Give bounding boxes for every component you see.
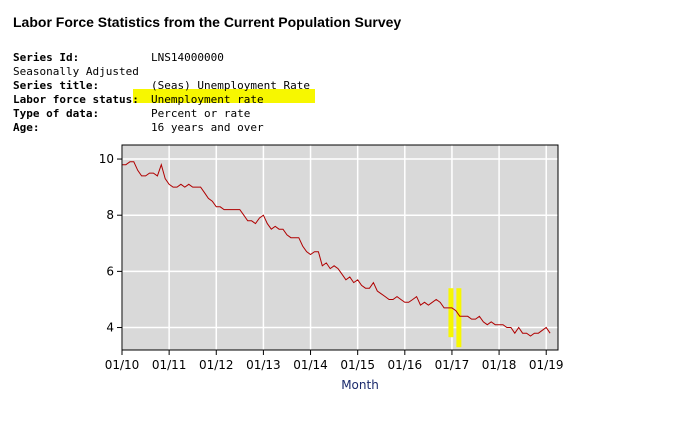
x-tick-label: 01/15 [340, 358, 375, 372]
x-tick-label: 01/13 [246, 358, 281, 372]
series-title-value: (Seas) Unemployment Rate [151, 79, 310, 92]
x-axis-label: Month [341, 378, 379, 392]
status-highlight [133, 89, 315, 103]
type-value: Percent or rate [151, 107, 251, 120]
series-title-label: Series title: [13, 79, 100, 92]
status-value: Unemployment rate [151, 93, 264, 106]
x-tick-label: 01/11 [152, 358, 187, 372]
y-tick-label: 8 [106, 208, 114, 222]
y-tick-label: 4 [106, 321, 114, 335]
y-axis: 4 6 8 10 [99, 152, 122, 335]
highlight-bar [456, 288, 462, 348]
series-line [122, 161, 551, 337]
x-tick-label: 01/19 [529, 358, 564, 372]
seasonal-label: Seasonally Adjusted [13, 65, 139, 78]
plot-area [122, 145, 558, 350]
highlight-bar [448, 288, 454, 338]
series-id-label: Series Id: [13, 51, 80, 64]
x-tick-label: 01/18 [482, 358, 517, 372]
x-axis: 01/10 01/11 01/12 01/13 01/14 01/15 01/16 01/17… [105, 350, 564, 372]
page-title: Labor Force Statistics from the Current … [13, 14, 402, 30]
plot-border [121, 144, 559, 351]
series-id-value: LNS14000000 [151, 51, 224, 64]
chart-highlight [448, 288, 462, 348]
type-label: Type of data: [13, 107, 100, 120]
x-tick-label: 01/16 [388, 358, 423, 372]
age-label: Age: [13, 121, 40, 134]
x-tick-label: 01/14 [293, 358, 328, 372]
x-tick-label: 01/17 [435, 358, 470, 372]
y-tick-label: 10 [99, 152, 114, 166]
y-tick-label: 6 [106, 264, 114, 278]
age-value: 16 years and over [151, 121, 264, 134]
x-tick-label: 01/12 [199, 358, 234, 372]
status-label: Labor force status: [13, 93, 139, 106]
x-tick-label: 01/10 [105, 358, 140, 372]
